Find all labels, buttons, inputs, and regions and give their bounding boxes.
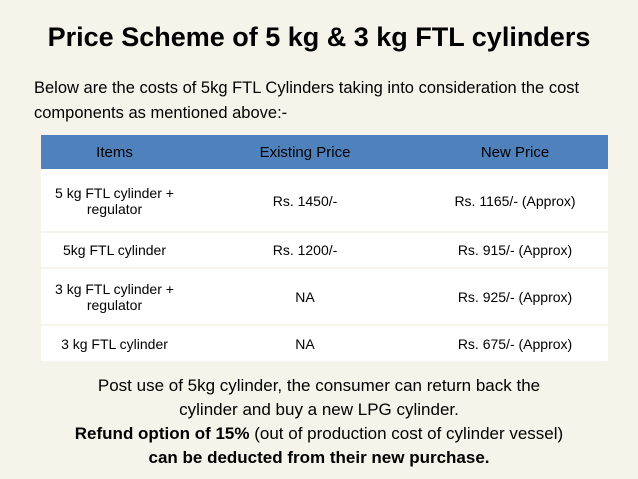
intro-text: Below are the costs of 5kg FTL Cylinders… xyxy=(34,79,580,122)
cell-item: 3 kg FTL cylinder xyxy=(41,325,188,363)
header-items: Items xyxy=(41,135,188,171)
price-table: Items Existing Price New Price 5 kg FTL … xyxy=(41,135,608,363)
footer-note: Post use of 5kg cylinder, the consumer c… xyxy=(0,374,638,470)
table-row: 3 kg FTL cylinder + regulator NA Rs. 925… xyxy=(41,268,608,326)
cell-new-price: Rs. 675/- (Approx) xyxy=(422,325,608,363)
footer-line-4: can be deducted from their new purchase. xyxy=(0,446,638,470)
cell-item: 3 kg FTL cylinder + regulator xyxy=(41,268,188,326)
cell-existing-price: Rs. 1450/- xyxy=(188,170,422,233)
footer-line-2: cylinder and buy a new LPG cylinder. xyxy=(179,400,459,419)
table-row: 3 kg FTL cylinder NA Rs. 675/- (Approx) xyxy=(41,325,608,363)
page-title: Price Scheme of 5 kg & 3 kg FTL cylinder… xyxy=(47,22,591,52)
cell-existing-price: NA xyxy=(188,268,422,326)
refund-option-label: Refund option of 15% xyxy=(74,424,250,443)
header-existing-price: Existing Price xyxy=(188,135,422,171)
cell-new-price: Rs. 925/- (Approx) xyxy=(422,268,608,326)
cell-item: 5kg FTL cylinder xyxy=(41,232,188,269)
cell-new-price: Rs. 915/- (Approx) xyxy=(422,232,608,269)
refund-option-detail: (out of production cost of cylinder vess… xyxy=(249,424,564,443)
deduction-note: can be deducted from their new purchase. xyxy=(148,448,490,467)
cell-new-price: Rs. 1165/- (Approx) xyxy=(422,170,608,233)
table-header-row: Items Existing Price New Price xyxy=(41,135,608,171)
header-new-price: New Price xyxy=(422,135,608,171)
cell-existing-price: Rs. 1200/- xyxy=(188,232,422,269)
table-row: 5kg FTL cylinder Rs. 1200/- Rs. 915/- (A… xyxy=(41,232,608,269)
cell-item: 5 kg FTL cylinder + regulator xyxy=(41,170,188,233)
footer-line-1: Post use of 5kg cylinder, the consumer c… xyxy=(97,376,541,395)
footer-line-3: Refund option of 15% (out of production … xyxy=(0,422,638,446)
table-row: 5 kg FTL cylinder + regulator Rs. 1450/-… xyxy=(41,170,608,233)
cell-existing-price: NA xyxy=(188,325,422,363)
